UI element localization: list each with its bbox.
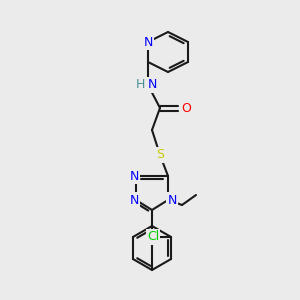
- Text: N: N: [167, 194, 177, 206]
- Text: N: N: [129, 169, 139, 182]
- Text: H: H: [135, 79, 145, 92]
- Text: O: O: [181, 101, 191, 115]
- Text: N: N: [143, 35, 153, 49]
- Text: Cl: Cl: [147, 230, 159, 244]
- Text: N: N: [129, 194, 139, 206]
- Text: N: N: [147, 79, 157, 92]
- Text: S: S: [156, 148, 164, 161]
